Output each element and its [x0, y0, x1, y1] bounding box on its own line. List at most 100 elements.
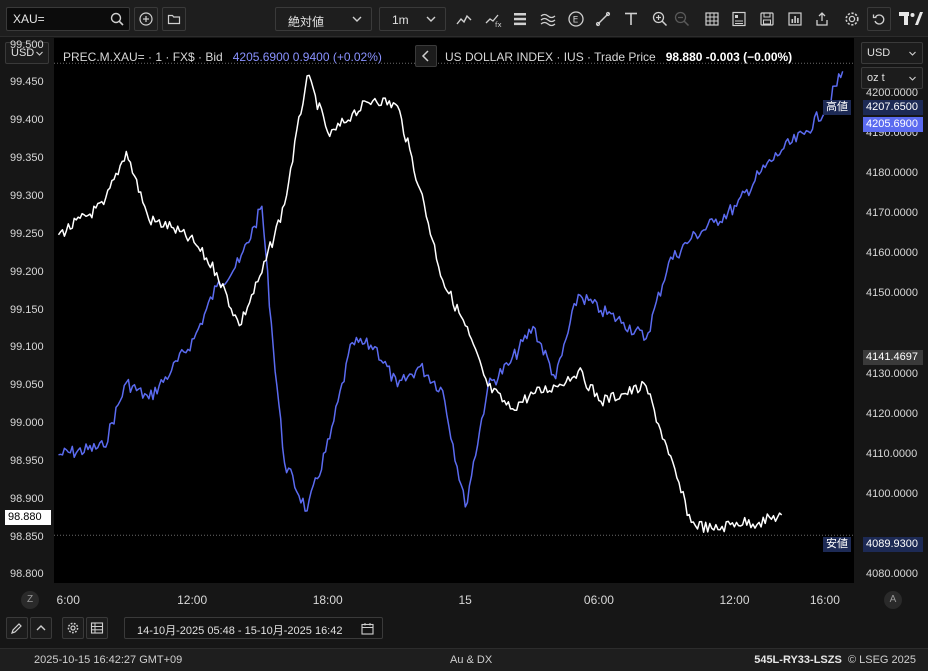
legend-primary-name: PREC.M.XAU= · 1 · FX$ · Bid [63, 50, 223, 64]
last-price-tag-gold: 4205.6900 [863, 117, 923, 132]
y-left-tick-label: 99.500 [10, 38, 44, 51]
legend-primary-change: 0.9400 (+0.02%) [292, 50, 382, 64]
calendar-icon [361, 623, 374, 635]
indicator-icon[interactable]: fx [484, 10, 502, 28]
chevron-up-icon [36, 625, 46, 631]
x-tick-label: 6:00 [56, 593, 80, 607]
svg-text:E: E [573, 16, 579, 26]
symbol-input[interactable] [13, 11, 109, 27]
y-right-tick-label: 4110.0000 [866, 447, 918, 460]
text-tool-icon[interactable] [622, 10, 640, 28]
svg-text:fx: fx [495, 21, 502, 28]
chart-type-dropdown[interactable]: 絶対値 [275, 7, 372, 31]
chart-settings-button[interactable] [62, 617, 84, 639]
date-range-picker[interactable]: 14-10月-2025 05:48 - 15-10月-2025 16:42 [124, 617, 383, 639]
bar-chart-icon[interactable] [786, 10, 804, 28]
legend-secondary-change: -0.003 (−0.00%) [705, 50, 793, 64]
zoom-out-icon[interactable] [673, 10, 691, 28]
y-left-tick-label: 99.100 [10, 341, 44, 354]
y-right-tick-label: 4200.0000 [866, 87, 918, 100]
high-value-tag: 4207.6500 [863, 100, 923, 115]
x-tick-label: 12:00 [719, 593, 750, 607]
status-right: 545L-RY33-LSZS © LSEG 2025 [754, 654, 916, 666]
dollar-index-line [57, 74, 783, 533]
y-right-tick-label: 4120.0000 [866, 407, 918, 420]
gold-price-line [58, 71, 844, 512]
drawing-tools-toggle[interactable] [6, 617, 28, 639]
chevron-down-icon [426, 16, 436, 22]
expand-panel-button[interactable] [30, 617, 52, 639]
symbol-search-box[interactable] [6, 7, 130, 31]
right-axis-scale-button[interactable]: A [884, 591, 902, 609]
open-folder-button[interactable] [162, 7, 186, 31]
chevron-down-icon [909, 51, 916, 56]
status-copyright: © LSEG 2025 [847, 654, 916, 666]
high-label: 高値 [823, 100, 851, 115]
waves-icon[interactable] [539, 10, 557, 28]
y-left-tick-label: 99.300 [10, 189, 44, 202]
table-icon[interactable] [703, 10, 721, 28]
legend-primary: PREC.M.XAU= · 1 · FX$ · Bid 4205.6900 0.… [63, 50, 382, 64]
pencil-icon [11, 623, 22, 634]
status-bar: 2025-10-15 16:42:27 GMT+09 Au & DX 545L-… [0, 648, 928, 671]
y-left-tick-label: 98.900 [10, 492, 44, 505]
legend-secondary-name: US DOLLAR INDEX · IUS · Trade Price [445, 50, 656, 64]
y-left-tick-label: 99.050 [10, 379, 44, 392]
gear-icon[interactable] [843, 10, 861, 28]
last-price-tag-dxy: 98.880 [5, 510, 51, 525]
drawing-tool-icon[interactable] [594, 10, 612, 28]
gear-icon [67, 622, 79, 634]
interval-dropdown[interactable]: 1m [379, 7, 446, 31]
reset-chart-button[interactable] [867, 7, 891, 31]
y-left-tick-label: 99.350 [10, 152, 44, 165]
right-currency-selector[interactable]: USD [861, 42, 923, 64]
legend-collapse-button[interactable] [415, 45, 437, 67]
left-axis-scale-button[interactable]: Z [21, 591, 39, 609]
table-icon [90, 622, 104, 634]
layout-icon[interactable] [730, 10, 748, 28]
plot-area[interactable] [54, 38, 854, 583]
events-icon[interactable]: E [567, 10, 585, 28]
chevron-down-icon [352, 16, 362, 22]
left-currency-label: USD [11, 47, 35, 59]
x-tick-label: 12:00 [177, 593, 208, 607]
x-tick-label: 16:00 [809, 593, 840, 607]
zoom-in-icon[interactable] [651, 10, 669, 28]
line-chart-icon[interactable] [455, 10, 473, 28]
folder-icon [167, 14, 181, 25]
x-tick-label: 06:00 [583, 593, 614, 607]
unit-label: oz t [867, 72, 885, 84]
left-currency-selector[interactable]: USD [5, 42, 49, 64]
y-left-tick-label: 99.150 [10, 303, 44, 316]
y-left-tick-label: 98.800 [10, 568, 44, 581]
y-right-tick-label: 4170.0000 [866, 207, 918, 220]
y-left-tick-label: 99.000 [10, 417, 44, 430]
save-layout-icon[interactable] [758, 10, 776, 28]
share-icon[interactable] [813, 10, 831, 28]
y-right-tick-label: 4100.0000 [866, 487, 918, 500]
x-tick-label: 15 [458, 593, 472, 607]
data-table-button[interactable] [86, 617, 108, 639]
low-label: 安値 [823, 537, 851, 552]
chart-type-label: 絶対値 [288, 15, 325, 29]
y-left-tick-label: 98.950 [10, 454, 44, 467]
chevron-down-icon [909, 76, 916, 81]
x-tick-label: 18:00 [312, 593, 343, 607]
y-right-tick-label: 4130.0000 [866, 367, 918, 380]
add-symbol-button[interactable] [134, 7, 158, 31]
right-currency-label: USD [867, 47, 891, 59]
tradingview-logo-icon [898, 10, 924, 28]
status-chart-name: Au & DX [450, 654, 493, 666]
y-left-tick-label: 98.850 [10, 530, 44, 543]
interval-label: 1m [392, 13, 409, 27]
search-icon[interactable] [109, 11, 125, 27]
y-left-tick-label: 99.250 [10, 227, 44, 240]
plus-circle-icon [139, 12, 153, 26]
status-code: 545L-RY33-LSZS [754, 654, 842, 666]
cursor-price-tag: 4141.4697 [863, 350, 923, 365]
legend-secondary-price: 98.880 [665, 50, 703, 64]
price-chart-svg [54, 62, 854, 536]
unit-selector[interactable]: oz t [861, 67, 923, 89]
list-view-icon[interactable] [511, 10, 529, 28]
y-right-tick-label: 4080.0000 [866, 567, 918, 580]
